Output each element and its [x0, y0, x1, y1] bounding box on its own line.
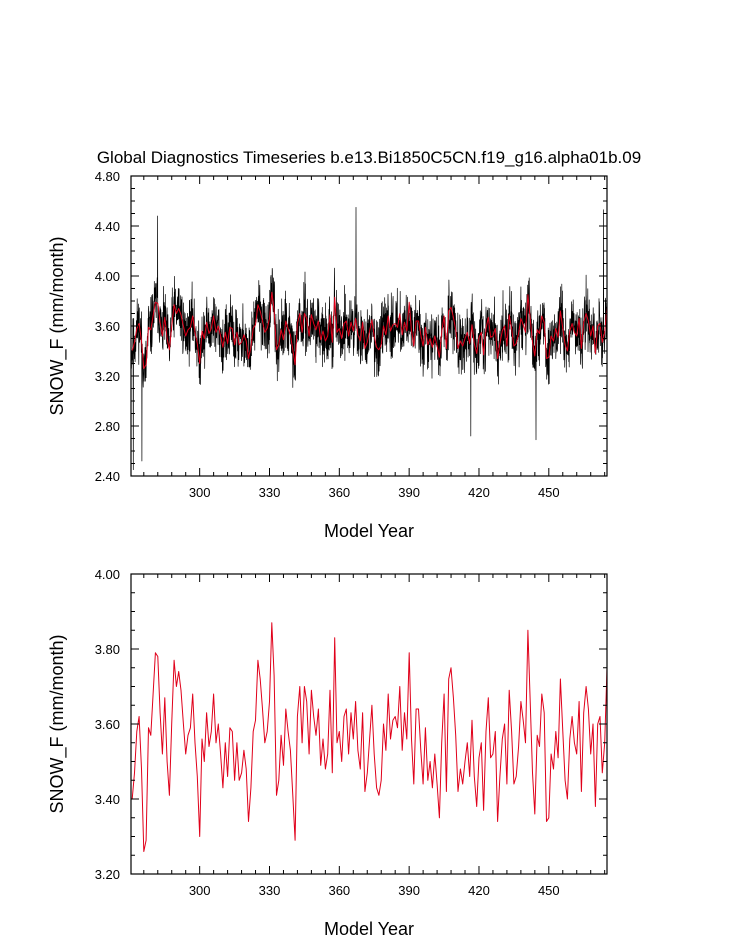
y-tick-label: 4.80	[95, 169, 120, 184]
x-tick-label: 450	[538, 883, 560, 898]
y-tick-label: 3.80	[95, 642, 120, 657]
y-tick-label: 3.60	[95, 717, 120, 732]
x-tick-label: 360	[328, 883, 350, 898]
y-tick-label: 3.60	[95, 319, 120, 334]
x-tick-label: 420	[468, 485, 490, 500]
x-tick-label: 360	[328, 485, 350, 500]
chart-title: Global Diagnostics Timeseries b.e13.Bi18…	[97, 148, 641, 167]
y-tick-label: 4.00	[95, 567, 120, 582]
annual-panel: 300 330 360 390 420 450 3.20 3.40 3.60 3.80 4.00 Mo…	[47, 567, 608, 939]
x-tick-label: 450	[538, 485, 560, 500]
series-line-annual-mean	[131, 291, 607, 369]
monthly-panel: 300 330 360 390 420 450 2.40 2.80 3.20 3.60 4.00 4.…	[47, 169, 608, 541]
x-tick-label: 390	[398, 485, 420, 500]
x-tick-label: 300	[189, 883, 211, 898]
y-tick-label: 2.40	[95, 469, 120, 484]
y-axis-label: SNOW_F (mm/month)	[47, 236, 68, 415]
x-tick-label: 330	[259, 485, 281, 500]
plot-area	[131, 622, 607, 852]
plot-area	[131, 206, 607, 471]
x-axis-label: Model Year	[324, 521, 414, 541]
y-tick-label: 4.00	[95, 269, 120, 284]
x-tick-label: 300	[189, 485, 211, 500]
y-tick-label: 4.40	[95, 219, 120, 234]
y-tick-label: 3.20	[95, 867, 120, 882]
plot-frame	[130, 573, 608, 875]
series-line-monthly	[131, 206, 607, 471]
series-line-annual-mean	[131, 622, 607, 852]
y-axis-label: SNOW_F (mm/month)	[47, 634, 68, 813]
x-tick-label: 330	[259, 883, 281, 898]
y-tick-label: 3.20	[95, 369, 120, 384]
y-tick-label: 3.40	[95, 792, 120, 807]
y-tick-label: 2.80	[95, 419, 120, 434]
x-tick-label: 390	[398, 883, 420, 898]
x-tick-label: 420	[468, 883, 490, 898]
x-axis-label: Model Year	[324, 919, 414, 939]
